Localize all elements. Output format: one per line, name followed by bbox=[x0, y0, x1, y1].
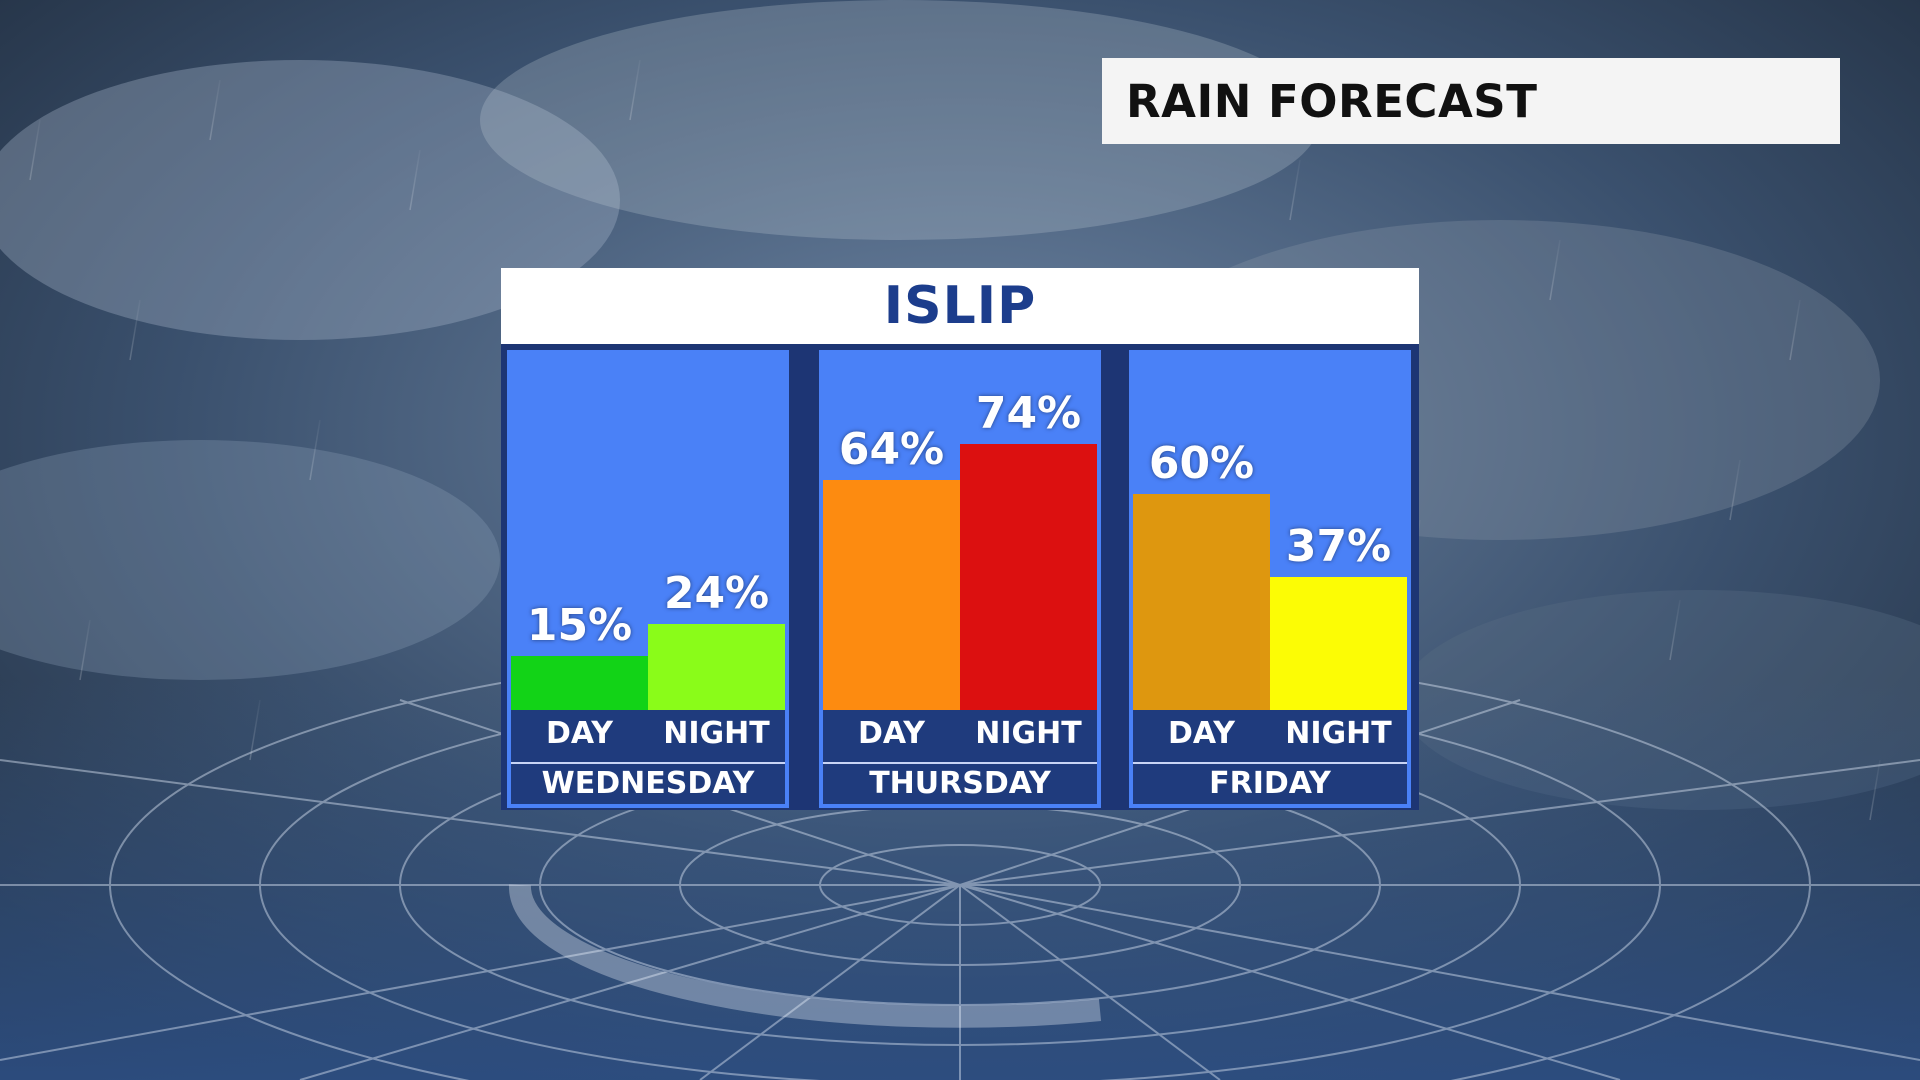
day-panel-friday: 60% 37% DAY NIGHT FRIDAY bbox=[1129, 350, 1411, 808]
data-label-thursday-day: 64% bbox=[838, 423, 945, 475]
bar-wednesday-day bbox=[511, 656, 648, 710]
data-label-wednesday-day: 15% bbox=[526, 600, 633, 651]
data-label-thursday-night: 74% bbox=[975, 387, 1082, 439]
tick-label-day: DAY bbox=[1168, 716, 1235, 751]
day-panel-wednesday: 15% 24% DAY NIGHT WEDNESDAY bbox=[507, 350, 789, 808]
data-label-friday-day: 60% bbox=[1148, 438, 1255, 489]
label-divider bbox=[823, 762, 1097, 764]
data-label-friday-night: 37% bbox=[1285, 520, 1392, 572]
bar-friday-night bbox=[1270, 576, 1407, 710]
axis-labels-friday: DAY NIGHT FRIDAY bbox=[1133, 710, 1407, 804]
data-label-wednesday-night: 24% bbox=[663, 567, 770, 619]
tick-label-night: NIGHT bbox=[975, 716, 1082, 751]
day-label-friday: FRIDAY bbox=[1209, 766, 1331, 801]
axis-labels-thursday: DAY NIGHT THURSDAY bbox=[823, 710, 1097, 804]
day-panel-thursday: 64% 74% DAY NIGHT THURSDAY bbox=[819, 350, 1101, 808]
tick-label-night: NIGHT bbox=[663, 716, 770, 751]
tick-label-night: NIGHT bbox=[1285, 716, 1392, 751]
bar-friday-day bbox=[1133, 494, 1270, 710]
day-label-wednesday: WEDNESDAY bbox=[541, 766, 755, 801]
bar-thursday-day bbox=[823, 479, 960, 710]
axis-labels-wednesday: DAY NIGHT WEDNESDAY bbox=[511, 710, 785, 804]
day-label-thursday: THURSDAY bbox=[869, 766, 1051, 801]
label-divider bbox=[1133, 762, 1407, 764]
forecast-chart: 15% 24% DAY NIGHT WEDNESDAY 64% 74% DAY NIGHT THU… bbox=[501, 344, 1419, 810]
label-divider bbox=[511, 762, 785, 764]
tick-label-day: DAY bbox=[546, 716, 613, 751]
tick-label-day: DAY bbox=[858, 716, 925, 751]
bar-thursday-night bbox=[960, 443, 1097, 710]
rain-forecast-title: RAIN FORECAST bbox=[1102, 58, 1840, 144]
bar-wednesday-night bbox=[648, 623, 785, 710]
location-title: ISLIP bbox=[501, 268, 1419, 344]
